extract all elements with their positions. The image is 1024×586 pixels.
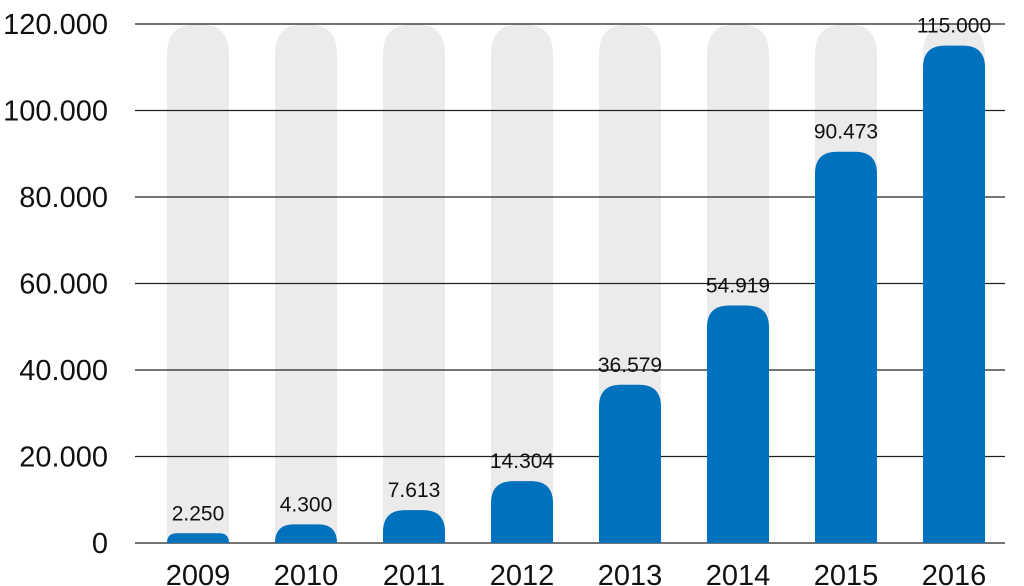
x-category-label: 2013 (598, 560, 663, 586)
data-label: 14.304 (490, 450, 555, 473)
y-tick-label: 100.000 (3, 96, 108, 128)
y-tick-label: 20.000 (19, 442, 108, 474)
data-label: 4.300 (280, 493, 333, 516)
x-axis-category-labels: 2009 2010 2011 2012 2013 2014 2015 2016 (166, 560, 987, 586)
x-category-label: 2016 (922, 560, 987, 586)
x-category-label: 2009 (166, 560, 231, 586)
bars (167, 45, 985, 543)
x-category-label: 2012 (490, 560, 555, 586)
y-tick-label: 0 (92, 528, 108, 560)
x-category-label: 2010 (274, 560, 339, 586)
data-label: 2.250 (172, 502, 225, 525)
bar-2013 (599, 384, 661, 543)
data-labels: 2.250 4.300 7.613 14.304 36.579 54.919 90.473 1… (172, 15, 991, 526)
bar-2014 (707, 305, 769, 543)
y-tick-label: 120.000 (3, 9, 108, 41)
data-label: 54.919 (706, 274, 770, 297)
bar-2010 (275, 524, 337, 543)
bar-2016 (923, 45, 985, 543)
x-category-label: 2015 (814, 560, 879, 586)
data-label: 90.473 (814, 121, 878, 144)
data-label: 36.579 (598, 354, 662, 377)
bar-2015 (815, 151, 877, 543)
y-tick-label: 40.000 (19, 355, 108, 387)
bar-2009 (167, 533, 229, 543)
y-tick-label: 60.000 (19, 269, 108, 301)
data-label: 115.000 (917, 15, 991, 38)
bar-2011 (383, 510, 445, 543)
data-label: 7.613 (388, 479, 441, 502)
x-category-label: 2014 (706, 560, 771, 586)
x-category-label: 2011 (383, 560, 445, 586)
y-tick-label: 80.000 (19, 182, 108, 214)
y-axis-tick-labels: 0 20.000 40.000 60.000 80.000 100.000 120.000 (3, 9, 108, 560)
bar-2012 (491, 481, 553, 543)
